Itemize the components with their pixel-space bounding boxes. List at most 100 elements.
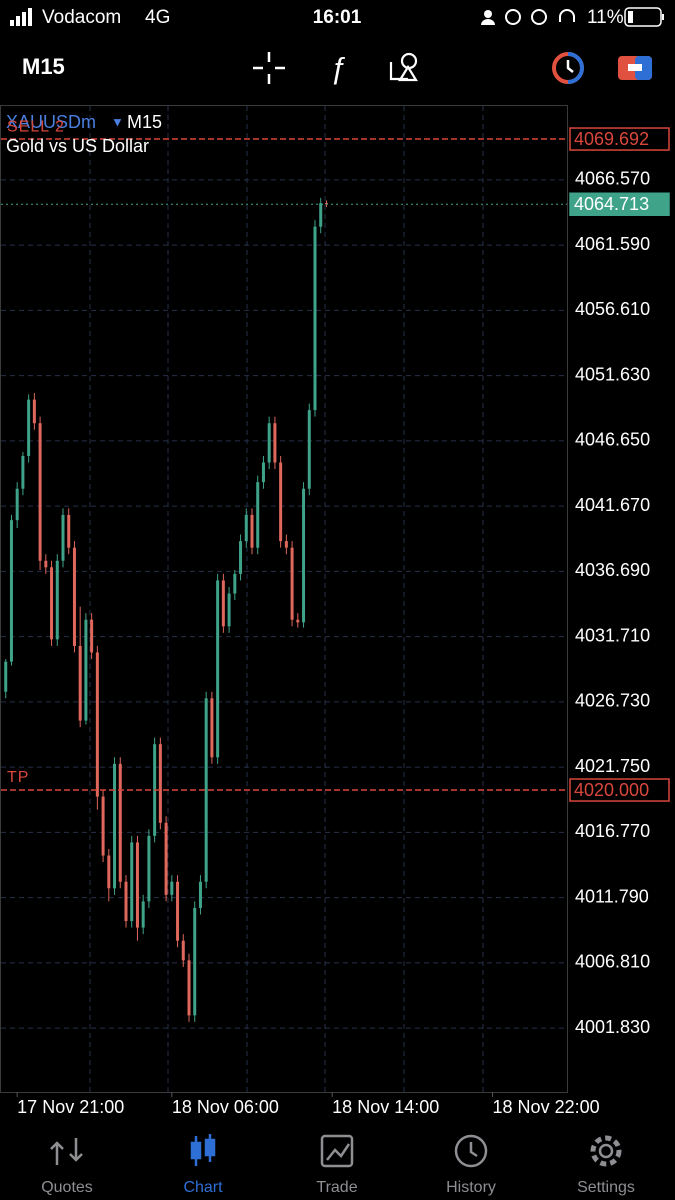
candle-body — [176, 881, 180, 941]
symbol-description: Gold vs US Dollar — [6, 136, 149, 156]
signal-button[interactable] — [552, 52, 584, 84]
candle-body — [181, 940, 185, 961]
trade-button[interactable] — [618, 56, 652, 80]
candle-body — [164, 822, 168, 895]
candle-body — [279, 462, 283, 542]
tab-label[interactable]: History — [446, 1179, 496, 1196]
candle-body — [67, 514, 71, 548]
candle-body — [44, 560, 48, 568]
plot — [1, 138, 567, 1029]
candle-body — [4, 661, 8, 692]
x-tick-label: 17 Nov 21:00 — [17, 1097, 124, 1117]
y-tick-label: 4031.710 — [575, 625, 650, 645]
symbol-dropdown[interactable]: ▼ — [111, 114, 124, 129]
candle-body — [158, 744, 162, 823]
candle-body — [239, 541, 243, 574]
status-icons — [481, 9, 575, 25]
candle-body — [141, 901, 145, 928]
price-label-box — [569, 127, 670, 151]
candle-body — [198, 881, 202, 908]
candle-body — [147, 835, 151, 902]
candle-body — [130, 842, 134, 922]
chart-frame — [0, 105, 568, 1093]
price-line-name: TP — [7, 769, 29, 786]
tab-label[interactable]: Chart — [183, 1179, 223, 1196]
y-tick-label: 4011.790 — [575, 886, 649, 906]
y-tick-label: 4036.690 — [575, 560, 650, 580]
crosshair-button[interactable] — [253, 52, 285, 84]
candle-body — [227, 593, 231, 627]
candle-body — [302, 488, 306, 623]
candle-body — [267, 423, 271, 463]
candle-body — [193, 907, 197, 1016]
battery-icon — [624, 7, 664, 27]
symbol-header: XAUUSDm ▼ M15 Gold vs US Dollar — [6, 112, 162, 156]
price-label: 4064.713 — [574, 194, 649, 214]
y-tick-label: 4056.610 — [575, 299, 650, 319]
candle-body — [273, 423, 277, 463]
candle-body — [78, 645, 82, 721]
candle-body — [261, 462, 265, 483]
candle-body — [32, 399, 36, 424]
tab-label[interactable]: Trade — [316, 1179, 357, 1196]
candle-body — [250, 514, 254, 548]
candle-body — [113, 763, 117, 889]
candle-body — [84, 619, 88, 721]
candle-body — [244, 514, 248, 542]
candle-body — [290, 547, 294, 620]
y-tick-label: 4061.590 — [575, 234, 650, 254]
candle-body — [256, 482, 260, 548]
candle-body — [27, 399, 31, 456]
candle-body — [135, 842, 139, 928]
tab-label[interactable]: Quotes — [41, 1179, 93, 1196]
candle-body — [72, 547, 76, 646]
vertical-grid — [89, 106, 484, 1092]
y-tick-label: 4001.830 — [575, 1017, 650, 1037]
candle-body — [90, 619, 94, 653]
symbol[interactable]: XAUUSDm — [6, 112, 96, 132]
candle-body — [15, 488, 19, 521]
candle-body — [118, 763, 122, 882]
candle-body — [124, 881, 128, 922]
x-tick-label: 18 Nov 06:00 — [172, 1097, 279, 1117]
price-line-name: SELL 2 — [7, 118, 65, 135]
objects-button[interactable] — [389, 52, 418, 82]
y-tick-label: 4051.630 — [575, 364, 650, 384]
candle-body — [319, 203, 323, 227]
candle-body — [101, 796, 105, 856]
signal-icon — [10, 8, 32, 26]
candle-body — [61, 514, 65, 561]
candle-body — [38, 423, 42, 561]
candle-body — [170, 881, 174, 895]
y-tick-label: 4041.670 — [575, 495, 650, 515]
candle-body — [216, 580, 220, 758]
tab-label[interactable]: Settings — [577, 1179, 635, 1196]
candle-body — [233, 573, 237, 594]
candle-body — [21, 455, 25, 489]
y-tick-label: 4066.570 — [575, 169, 650, 189]
candle-body — [204, 698, 208, 882]
y-tick-label: 4046.650 — [575, 430, 650, 450]
candle-body — [95, 652, 99, 797]
y-tick-label: 4021.750 — [575, 756, 650, 776]
candle-body — [221, 580, 225, 627]
candle-body — [187, 960, 191, 1016]
candle-body — [324, 203, 328, 205]
tab-icons — [50, 1134, 622, 1168]
chart-timeframe: M15 — [127, 112, 162, 132]
candle-body — [296, 619, 300, 623]
carrier: Vodacom — [42, 7, 121, 28]
x-tick-label: 18 Nov 14:00 — [332, 1097, 439, 1117]
indicators-button[interactable]: ƒ — [330, 52, 347, 85]
x-tick-label: 18 Nov 22:00 — [493, 1097, 600, 1117]
candle-body — [107, 855, 111, 889]
candle-body — [50, 567, 54, 640]
price-label: 4069.692 — [574, 129, 649, 149]
battery-text: 11% — [587, 7, 624, 28]
timeframe-button[interactable]: M15 — [22, 54, 65, 79]
price-label: 4020.000 — [574, 780, 649, 800]
tab-bar: Quotes Chart Trade History Settings — [41, 1179, 635, 1196]
